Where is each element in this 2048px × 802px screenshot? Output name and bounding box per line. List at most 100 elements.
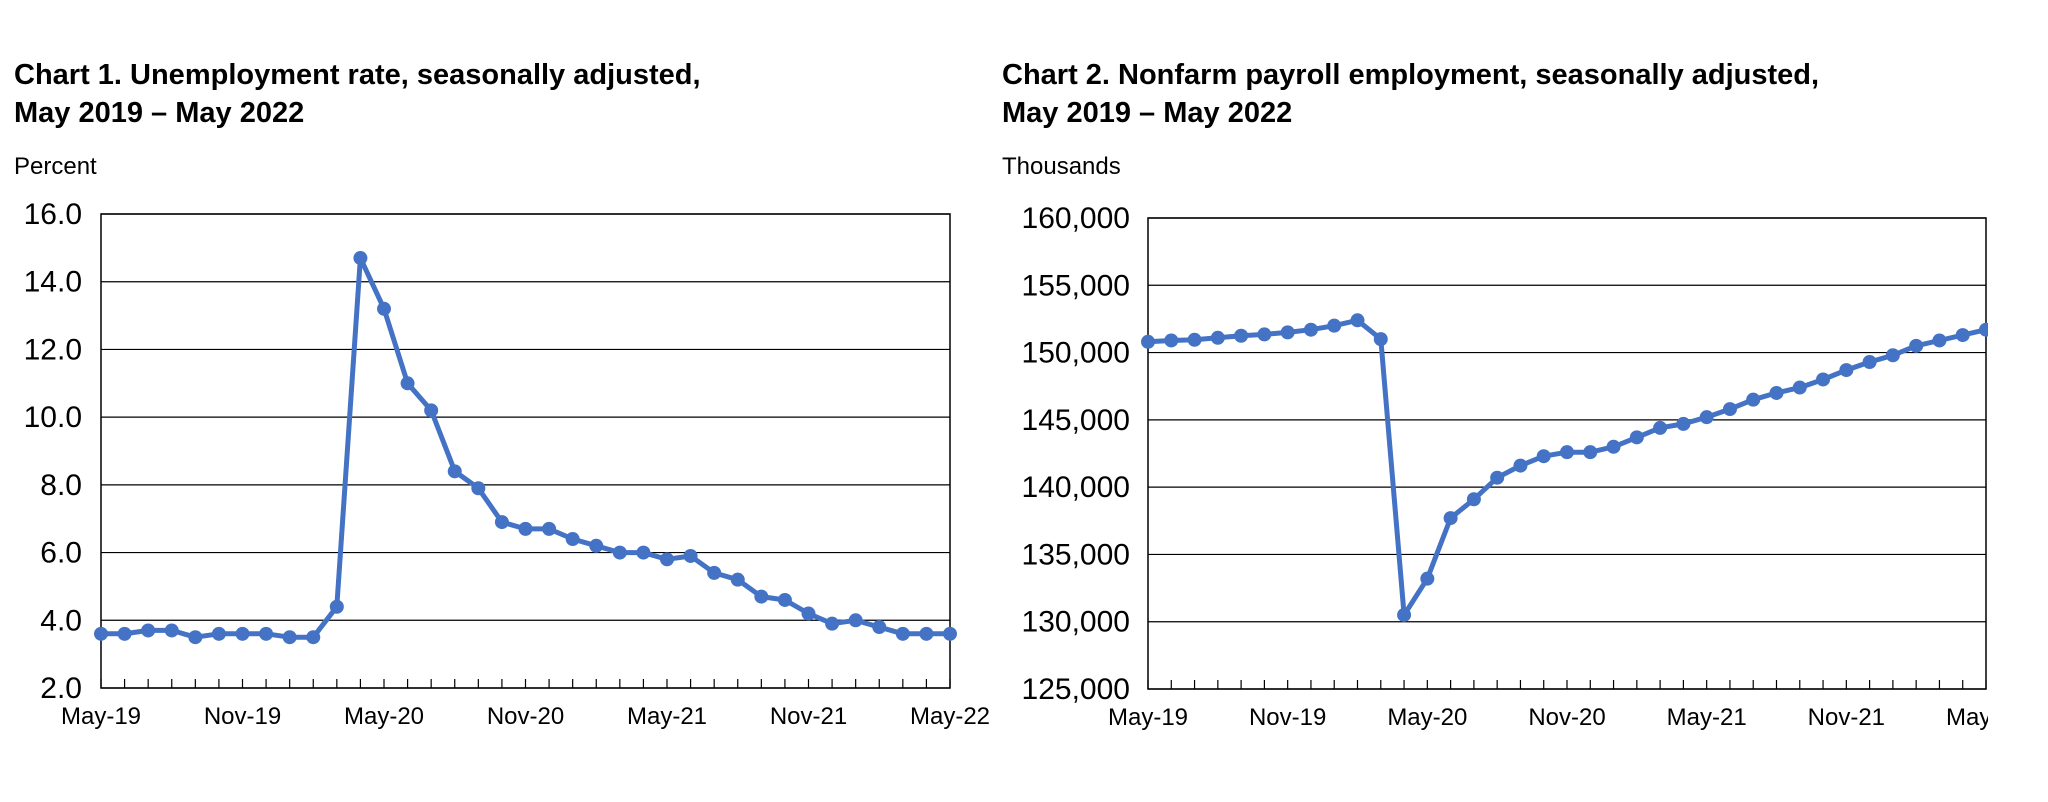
chart-title: Chart 2. Nonfarm payroll employment, sea… bbox=[1002, 59, 1820, 129]
data-point bbox=[211, 626, 226, 641]
x-tick-label: May-19 bbox=[1108, 704, 1188, 731]
series-line bbox=[101, 255, 950, 640]
data-point bbox=[259, 626, 274, 641]
data-point bbox=[1979, 322, 1988, 337]
y-tick-label: 130,000 bbox=[1022, 606, 1130, 639]
data-point bbox=[1816, 372, 1831, 387]
data-point bbox=[1583, 445, 1598, 460]
data-point bbox=[117, 626, 132, 641]
data-point bbox=[400, 376, 415, 391]
chart-title: Chart 1. Unemployment rate, seasonally a… bbox=[14, 59, 701, 129]
x-tick-label: Nov-19 bbox=[1249, 704, 1326, 731]
y-tick-label: 155,000 bbox=[1022, 269, 1130, 302]
data-point bbox=[919, 626, 934, 641]
data-point bbox=[754, 589, 769, 604]
data-point bbox=[707, 565, 722, 580]
data-point bbox=[329, 599, 344, 614]
y-tick-label: 145,000 bbox=[1022, 404, 1130, 437]
data-point bbox=[1327, 318, 1342, 333]
y-tick-label: 14.0 bbox=[24, 266, 82, 299]
data-point bbox=[1350, 313, 1365, 328]
data-point bbox=[353, 251, 368, 266]
y-tick-label: 140,000 bbox=[1022, 471, 1130, 504]
data-point bbox=[1443, 511, 1458, 526]
y-axis-unit-label: Thousands bbox=[1002, 153, 1121, 180]
data-point bbox=[1141, 334, 1155, 349]
y-tick-label: 8.0 bbox=[40, 469, 82, 502]
data-point bbox=[801, 606, 816, 621]
y-tick-label: 12.0 bbox=[24, 333, 82, 366]
data-point bbox=[1722, 402, 1737, 417]
data-point bbox=[1606, 439, 1621, 454]
data-point bbox=[1653, 420, 1668, 435]
data-point bbox=[1373, 332, 1388, 347]
data-point bbox=[494, 515, 509, 530]
data-point bbox=[94, 626, 108, 641]
data-point bbox=[1303, 322, 1318, 337]
x-tick-label: May-21 bbox=[1667, 704, 1747, 731]
y-tick-label: 125,000 bbox=[1022, 673, 1130, 706]
data-point bbox=[1629, 430, 1644, 445]
data-point bbox=[1420, 571, 1435, 586]
x-tick-label: Nov-20 bbox=[487, 703, 564, 730]
data-point bbox=[1885, 348, 1900, 363]
data-point bbox=[1792, 380, 1807, 395]
data-point bbox=[542, 521, 557, 536]
data-point bbox=[141, 623, 156, 638]
y-tick-label: 6.0 bbox=[40, 537, 82, 570]
y-axis-unit-label: Percent bbox=[14, 153, 97, 180]
y-tick-label: 16.0 bbox=[24, 198, 82, 231]
data-point bbox=[1397, 607, 1412, 622]
data-point bbox=[777, 592, 792, 607]
data-point bbox=[589, 538, 604, 553]
data-point bbox=[1257, 327, 1272, 342]
data-point bbox=[1560, 445, 1574, 460]
data-point bbox=[660, 552, 674, 567]
data-point bbox=[730, 572, 745, 587]
data-point bbox=[282, 630, 297, 645]
x-tick-label: Nov-19 bbox=[204, 703, 281, 730]
data-point bbox=[1234, 328, 1249, 343]
data-point bbox=[518, 521, 533, 536]
data-point bbox=[565, 532, 580, 547]
data-point bbox=[377, 301, 391, 316]
y-tick-label: 150,000 bbox=[1022, 337, 1130, 370]
data-point bbox=[471, 481, 486, 496]
x-tick-label: May-22 bbox=[1946, 704, 1988, 731]
y-tick-label: 160,000 bbox=[1022, 202, 1130, 235]
data-point bbox=[1862, 354, 1877, 369]
x-tick-label: Nov-21 bbox=[770, 703, 847, 730]
data-point bbox=[1746, 392, 1761, 407]
data-point bbox=[424, 403, 439, 418]
data-point bbox=[1280, 325, 1295, 340]
x-tick-label: May-22 bbox=[910, 703, 990, 730]
y-tick-label: 10.0 bbox=[24, 401, 82, 434]
y-tick-label: 4.0 bbox=[40, 604, 82, 637]
data-point bbox=[188, 630, 203, 645]
series-line bbox=[1147, 317, 1987, 618]
unemployment-line-chart: 2.0 4.0 6.0 8.0 10.0 12.0 14.0 16.0 May-19 Nov-19… bbox=[24, 198, 990, 730]
x-tick-label: May-21 bbox=[627, 703, 707, 730]
payroll-chart-panel: Chart 2. Nonfarm payroll employment, sea… bbox=[988, 0, 1988, 802]
data-point bbox=[1466, 492, 1481, 507]
x-tick-label: May-20 bbox=[1387, 704, 1467, 731]
data-point bbox=[612, 545, 627, 560]
data-point bbox=[895, 626, 910, 641]
data-point bbox=[1839, 363, 1854, 378]
data-point bbox=[1699, 410, 1714, 425]
data-point bbox=[306, 630, 321, 645]
payroll-line-chart: 125,000 130,000 135,000 140,000 145,000 150,0… bbox=[1022, 202, 1988, 731]
y-tick-label: 135,000 bbox=[1022, 538, 1130, 571]
data-point bbox=[636, 545, 651, 560]
x-tick-label: Nov-21 bbox=[1808, 704, 1885, 731]
data-point bbox=[1676, 416, 1691, 431]
data-point bbox=[872, 620, 887, 635]
data-point bbox=[1909, 338, 1924, 353]
data-point bbox=[943, 626, 957, 641]
data-point bbox=[848, 613, 863, 628]
data-point bbox=[1210, 330, 1225, 345]
data-point bbox=[447, 464, 462, 479]
data-point bbox=[825, 616, 840, 631]
data-point bbox=[683, 548, 698, 563]
x-tick-label: May-20 bbox=[344, 703, 424, 730]
